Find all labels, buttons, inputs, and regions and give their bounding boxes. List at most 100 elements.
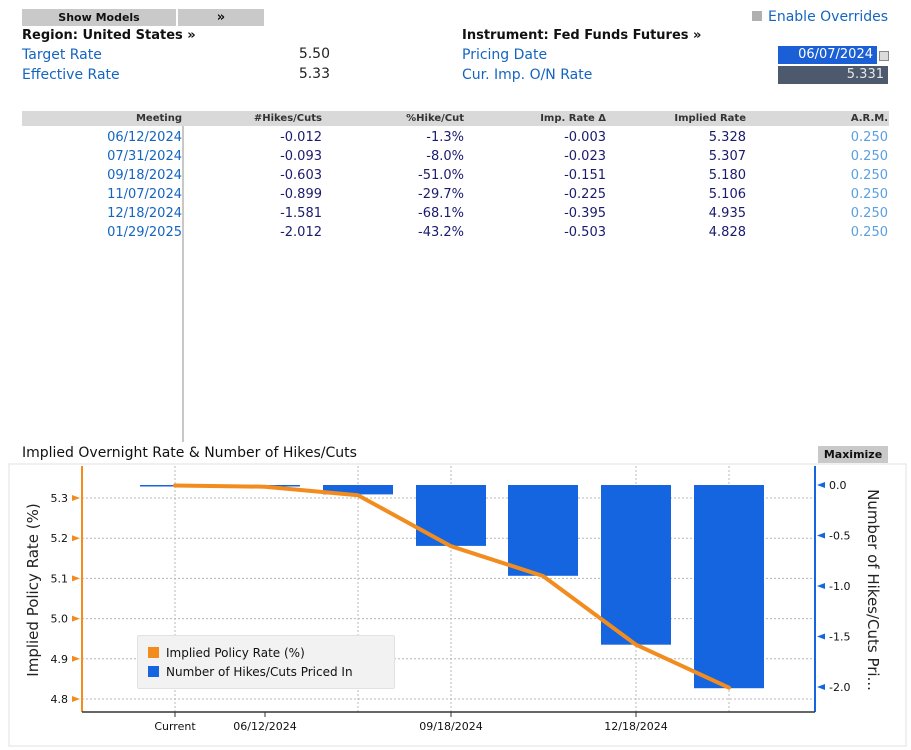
col-implied-rate-header: Implied Rate — [674, 113, 746, 124]
chart-panel-border — [8, 463, 907, 747]
y-left-tick-label: 4.8 — [51, 693, 69, 706]
cell-imp-rate-delta: -0.003 — [564, 130, 606, 145]
legend-swatch-orange — [148, 647, 159, 658]
x-tick-label: 12/18/2024 — [604, 720, 667, 733]
effective-rate-label: Effective Rate — [22, 67, 120, 83]
bars — [140, 485, 764, 689]
x-tick-label: Current — [154, 720, 196, 733]
cell-pct-hike-cut: -68.1% — [418, 206, 464, 221]
left-tick-marker — [72, 615, 80, 622]
y-right-tick-label: -0.5 — [829, 530, 850, 543]
chart-title: Implied Overnight Rate & Number of Hikes… — [22, 445, 357, 461]
legend-item-rate: Implied Policy Rate (%) — [148, 646, 305, 660]
cell-arm: 0.250 — [850, 168, 888, 183]
y-left-tick-label: 5.3 — [51, 492, 69, 505]
cell-arm: 0.250 — [850, 187, 888, 202]
cell-meeting[interactable]: 06/12/2024 — [107, 130, 182, 145]
cell-pct-hike-cut: -29.7% — [418, 187, 464, 202]
right-tick-marker — [817, 633, 825, 640]
cell-implied-rate: 5.328 — [708, 130, 746, 145]
cell-pct-hike-cut: -8.0% — [426, 149, 464, 164]
cur-imp-rate-value: 5.331 — [778, 66, 888, 84]
cell-hikes-cuts: -2.012 — [280, 225, 322, 240]
col-hikes-cuts-header: #Hikes/Cuts — [253, 113, 322, 124]
axes — [72, 466, 825, 717]
target-rate-label: Target Rate — [22, 47, 102, 63]
cell-hikes-cuts: -0.012 — [280, 130, 322, 145]
col-meeting-header: Meeting — [135, 113, 182, 124]
cell-meeting[interactable]: 01/29/2025 — [107, 225, 182, 240]
y-left-tick-label: 4.9 — [51, 653, 69, 666]
table-header — [22, 111, 889, 126]
cell-arm: 0.250 — [850, 225, 888, 240]
enable-overrides-toggle[interactable]: Enable Overrides — [752, 9, 888, 26]
bar-hikes-3 — [416, 485, 486, 546]
chart-canvas: 5.3 5.2 5.1 5.0 4.9 4.8 0.0 -0.5 -1.0 -1.5 -2.0 Cur… — [8, 463, 907, 747]
cell-meeting[interactable]: 09/18/2024 — [107, 168, 182, 183]
left-tick-marker — [72, 575, 80, 582]
left-tick-marker — [72, 696, 80, 702]
y-left-tick-label: 5.1 — [51, 572, 69, 585]
x-tick-label: 09/18/2024 — [419, 720, 482, 733]
expand-button[interactable]: » — [178, 9, 264, 26]
bar-hikes-2 — [323, 485, 393, 495]
left-tick-marker — [72, 655, 80, 662]
instrument-selector[interactable]: Instrument: Fed Funds Futures » — [462, 28, 702, 43]
cell-pct-hike-cut: -51.0% — [418, 168, 464, 183]
pricing-date-label: Pricing Date — [462, 47, 548, 63]
left-tick-marker — [72, 495, 80, 501]
cell-pct-hike-cut: -43.2% — [418, 225, 464, 240]
bar-hikes-5 — [601, 485, 671, 645]
right-tick-marker — [817, 684, 825, 690]
cell-implied-rate: 4.828 — [708, 225, 746, 240]
cell-meeting[interactable]: 11/07/2024 — [107, 187, 182, 202]
y-axis-left-title: Implied Policy Rate (%) — [24, 503, 42, 676]
table-column-divider[interactable] — [182, 126, 184, 442]
cell-implied-rate: 5.106 — [708, 187, 746, 202]
cell-meeting[interactable]: 12/18/2024 — [107, 206, 182, 221]
region-selector[interactable]: Region: United States » — [22, 28, 196, 43]
effective-rate-value: 5.33 — [298, 66, 330, 82]
cell-imp-rate-delta: -0.395 — [564, 206, 606, 221]
cell-implied-rate: 5.180 — [708, 168, 746, 183]
tick-labels: 5.3 5.2 5.1 5.0 4.9 4.8 0.0 -0.5 -1.0 -1.5 -2.0 Cur… — [51, 479, 851, 733]
target-rate-value: 5.50 — [298, 46, 330, 62]
bar-hikes-4 — [508, 485, 578, 576]
right-tick-marker — [817, 532, 825, 539]
col-arm-header: A.R.M. — [850, 113, 888, 124]
cell-imp-rate-delta: -0.225 — [564, 187, 606, 202]
y-right-tick-label: 0.0 — [829, 479, 847, 492]
left-tick-marker — [72, 535, 80, 542]
bar-hikes-6 — [694, 485, 764, 689]
implied-rate-line — [173, 483, 731, 690]
y-left-tick-label: 5.0 — [51, 613, 69, 626]
cell-imp-rate-delta: -0.503 — [564, 225, 606, 240]
show-models-button[interactable]: Show Models — [22, 9, 176, 26]
maximize-button[interactable]: Maximize — [818, 446, 888, 463]
right-tick-marker — [817, 482, 825, 488]
calendar-icon[interactable] — [879, 51, 889, 61]
y-right-tick-label: -2.0 — [829, 681, 850, 694]
y-right-tick-label: -1.5 — [829, 631, 850, 644]
legend-swatch-blue — [148, 666, 159, 677]
cell-implied-rate: 5.307 — [708, 149, 746, 164]
cell-arm: 0.250 — [850, 206, 888, 221]
cell-pct-hike-cut: -1.3% — [426, 130, 464, 145]
y-axis-right-title: Number of Hikes/Cuts Pri... — [864, 489, 882, 691]
right-tick-marker — [817, 583, 825, 589]
cell-hikes-cuts: -0.093 — [280, 149, 322, 164]
checkbox-icon — [752, 11, 762, 21]
col-pct-hike-cut-header: %Hike/Cut — [406, 113, 464, 124]
legend-item-hikes: Number of Hikes/Cuts Priced In — [148, 665, 353, 679]
cell-imp-rate-delta: -0.151 — [564, 168, 606, 183]
cell-implied-rate: 4.935 — [708, 206, 746, 221]
cell-meeting[interactable]: 07/31/2024 — [107, 149, 182, 164]
cell-arm: 0.250 — [850, 149, 888, 164]
cell-hikes-cuts: -0.603 — [280, 168, 322, 183]
cur-imp-rate-label: Cur. Imp. O/N Rate — [462, 67, 593, 83]
cell-hikes-cuts: -1.581 — [280, 206, 322, 221]
col-imp-rate-delta-header: Imp. Rate Δ — [540, 113, 606, 124]
pricing-date-field[interactable]: 06/07/2024 — [778, 46, 877, 64]
x-tick-label: 06/12/2024 — [233, 720, 296, 733]
y-right-tick-label: -1.0 — [829, 580, 850, 593]
